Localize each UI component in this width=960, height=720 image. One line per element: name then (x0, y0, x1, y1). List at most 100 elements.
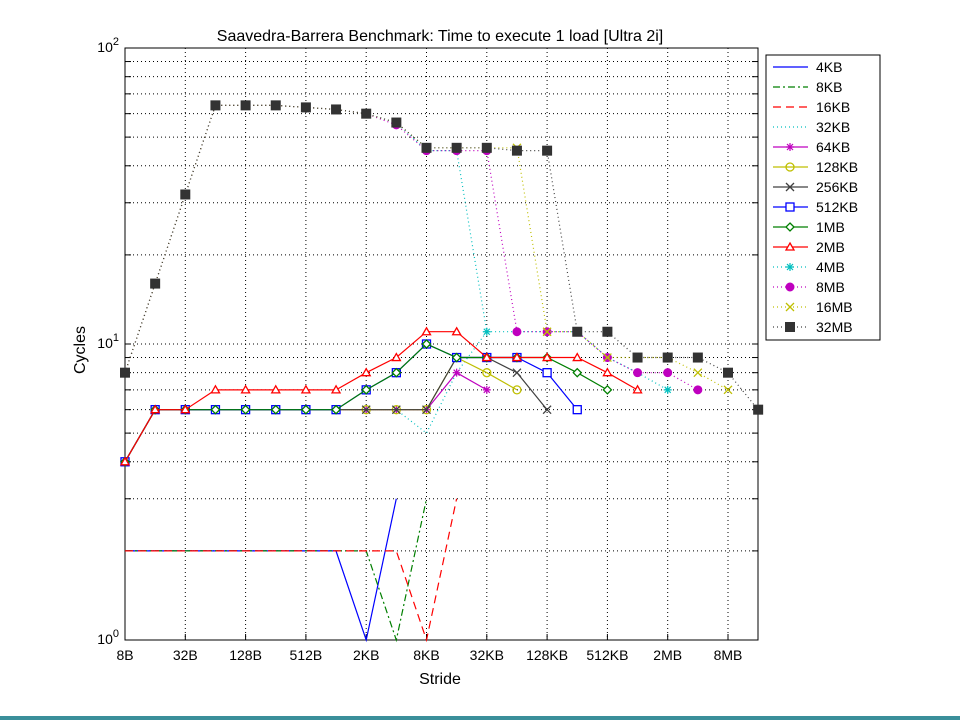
legend-label: 32MB (816, 319, 853, 335)
legend-label: 256KB (816, 179, 858, 195)
x-axis-label: Stride (419, 671, 461, 688)
marker-x (391, 405, 401, 415)
marker-x (723, 385, 733, 395)
marker-triangle (180, 404, 191, 414)
legend-label: 2MB (816, 239, 845, 255)
marker-star (786, 263, 794, 271)
marker-triangle (270, 384, 281, 394)
marker-square (572, 326, 583, 337)
marker-square (120, 367, 130, 378)
x-tick-label: 2KB (353, 647, 379, 663)
marker-triangle (330, 384, 342, 394)
marker-star (482, 385, 491, 394)
marker-square-open (542, 368, 552, 378)
marker-x (693, 368, 703, 378)
legend-label: 8MB (816, 279, 845, 295)
marker-triangle (632, 384, 643, 394)
marker-triangle (240, 384, 251, 394)
x-tick-label: 32B (173, 647, 198, 663)
marker-square (180, 189, 191, 200)
x-tick-label: 2MB (653, 647, 682, 663)
legend-label: 64KB (816, 139, 850, 155)
legend-label: 8KB (816, 79, 842, 95)
marker-diamond (421, 339, 432, 349)
marker-diamond (270, 404, 281, 415)
marker-dot (693, 385, 703, 395)
marker-diamond (785, 222, 795, 232)
marker-square-open (785, 202, 795, 212)
marker-triangle (210, 384, 221, 394)
x-tick-label: 8B (116, 647, 133, 663)
x-tick-label: 128B (229, 647, 262, 663)
series-line (124, 331, 638, 463)
legend-label: 4MB (816, 259, 845, 275)
marker-triangle (150, 404, 161, 414)
marker-square (300, 102, 311, 113)
marker-diamond (602, 384, 613, 395)
legend-label: 16MB (816, 299, 853, 315)
marker-square (753, 404, 764, 415)
marker-triangle (511, 352, 523, 362)
marker-x (542, 405, 552, 415)
marker-triangle (602, 367, 613, 377)
marker-diamond (210, 404, 221, 415)
marker-x (785, 302, 795, 312)
marker-square (785, 322, 795, 332)
marker-triangle (541, 352, 553, 362)
series-layer (119, 100, 764, 643)
marker-square (421, 142, 432, 153)
marker-diamond (391, 367, 402, 378)
x-tick-label: 8KB (413, 647, 439, 663)
marker-square (210, 100, 221, 111)
y-tick-label: 101 (97, 332, 119, 351)
chart-title: Saavedra-Barrera Benchmark: Time to exec… (217, 28, 663, 45)
marker-square (451, 142, 462, 153)
marker-x (422, 405, 431, 415)
marker-diamond (451, 352, 462, 363)
marker-star (482, 327, 491, 336)
marker-circle-open (482, 368, 492, 378)
marker-square (331, 104, 342, 115)
marker-triangle (361, 367, 372, 377)
marker-square-open (572, 405, 582, 415)
marker-diamond (572, 367, 583, 378)
marker-square (662, 352, 673, 363)
legend-label: 16KB (816, 99, 850, 115)
series-16KB (125, 498, 458, 643)
marker-dot (512, 327, 522, 337)
marker-square (391, 117, 402, 128)
y-tick-label: 102 (97, 36, 119, 55)
legend-label: 4KB (816, 59, 842, 75)
marker-x (602, 353, 612, 363)
series-2MB (119, 326, 643, 466)
marker-x (512, 368, 522, 378)
legend-label: 512KB (816, 199, 858, 215)
marker-x (785, 182, 795, 192)
marker-x (361, 405, 371, 415)
marker-diamond (300, 404, 311, 415)
legend-label: 32KB (816, 119, 850, 135)
marker-dot (633, 368, 643, 378)
legend-box (765, 54, 881, 341)
marker-triangle (451, 326, 462, 336)
marker-triangle (391, 352, 402, 362)
x-tick-label: 32KB (470, 647, 504, 663)
x-tick-label: 512B (290, 647, 323, 663)
series-line (125, 498, 458, 643)
marker-square (150, 278, 161, 289)
marker-diamond (331, 404, 341, 415)
x-tick-label: 512KB (586, 647, 628, 663)
marker-circle-open (512, 385, 522, 395)
legend: 4KB 8KB 16KB 32KB 64KB 128KB 256KB 512KB 1MB 2MB 4… (765, 54, 881, 341)
marker-triangle (572, 352, 583, 362)
marker-square (240, 100, 251, 111)
marker-triangle (421, 326, 432, 336)
marker-star (663, 385, 672, 394)
marker-square (511, 145, 522, 156)
marker-square (361, 108, 372, 119)
legend-label: 128KB (816, 159, 858, 175)
marker-square (602, 326, 613, 337)
series-32MB (120, 100, 764, 415)
marker-dot (785, 282, 795, 292)
marker-x (542, 327, 552, 337)
